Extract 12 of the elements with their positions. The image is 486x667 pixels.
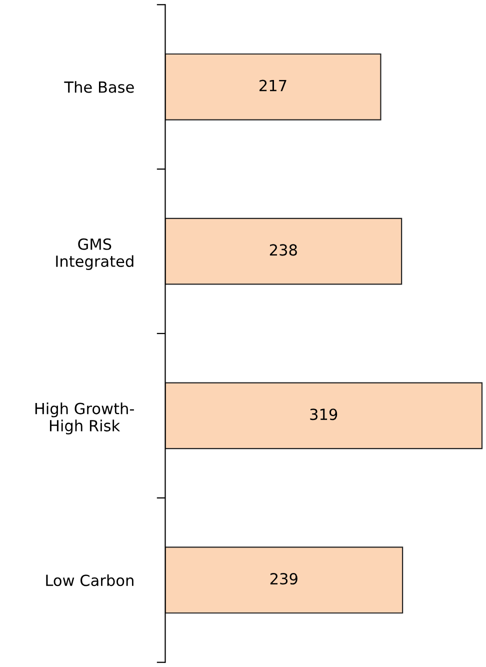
data-label: 238 [270, 244, 297, 256]
bar [165, 218, 402, 285]
data-label: 239 [270, 573, 298, 585]
data-label: 319 [310, 408, 338, 420]
y-tick-label: The Base [64, 81, 134, 93]
y-tick-label: Low Carbon [46, 574, 134, 586]
bar [165, 382, 483, 450]
data-label: 217 [260, 80, 286, 92]
bar [165, 53, 382, 120]
y-tick-label: High Growth- High Risk [35, 402, 134, 434]
bar [165, 546, 404, 614]
y-tick-label: GMS Integrated [56, 238, 134, 270]
